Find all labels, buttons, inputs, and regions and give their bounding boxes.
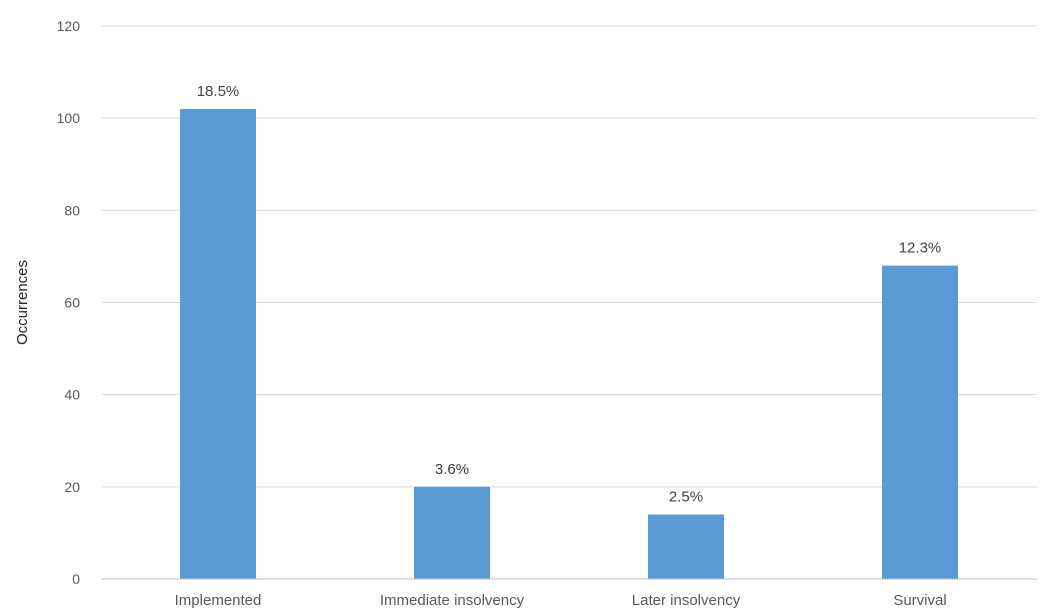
data-label: 12.3% (899, 240, 942, 257)
gridlines (101, 25, 1037, 488)
y-tick-label: 20 (64, 479, 80, 495)
x-tick-label: Later insolvency (632, 592, 741, 609)
bar (179, 108, 257, 579)
y-tick-label: 100 (57, 110, 81, 126)
y-axis-title: Occurrences (14, 260, 31, 345)
bars (179, 108, 959, 579)
bar (647, 514, 725, 579)
y-tick-labels: 0 20 40 60 80 100 120 (57, 18, 81, 587)
x-tick-label: Immediate insolvency (380, 592, 525, 609)
x-tick-label: Survival (893, 592, 946, 609)
y-tick-label: 40 (64, 387, 80, 403)
x-tick-labels: Implemented Immediate insolvency Later ins… (175, 592, 947, 609)
y-tick-label: 60 (64, 295, 80, 311)
data-labels: 18.5% 3.6% 2.5% 12.3% (197, 83, 942, 506)
x-tick-label: Implemented (175, 592, 262, 609)
y-tick-label: 0 (72, 571, 80, 587)
data-label: 18.5% (197, 83, 240, 100)
data-label: 2.5% (669, 488, 703, 505)
y-tick-label: 80 (64, 202, 80, 218)
bar (881, 265, 959, 579)
y-tick-label: 120 (57, 18, 81, 34)
data-label: 3.6% (435, 461, 469, 478)
bar (413, 486, 491, 579)
